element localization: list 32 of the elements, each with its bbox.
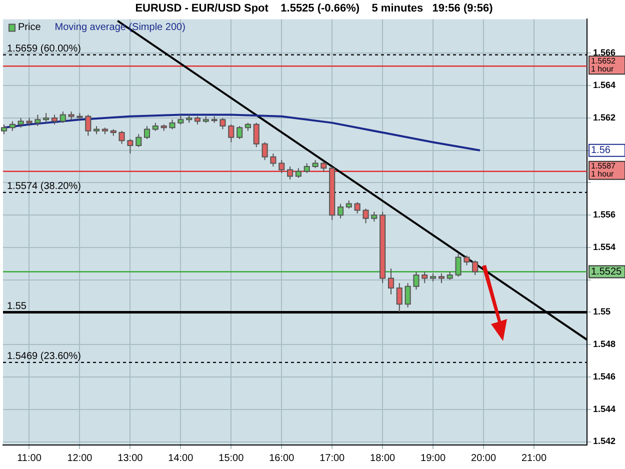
y-tick-label: 1.562 — [593, 112, 616, 122]
ref-line-label: 1.55 — [7, 300, 27, 312]
y-tick-label: 1.546 — [593, 371, 616, 382]
x-tick-label: 15:00 — [218, 452, 244, 464]
x-tick-label: 20:00 — [471, 452, 496, 464]
x-tick-label: 19:00 — [420, 452, 446, 464]
x-tick-label: 18:00 — [370, 452, 396, 464]
x-tick-label: 16:00 — [269, 452, 295, 464]
ref-line-label: 1.5652 1 hour — [591, 56, 616, 74]
x-tick-label: 12:00 — [67, 452, 93, 464]
y-tick-label: 1.542 — [593, 436, 616, 446]
x-tick-label: 14:00 — [168, 452, 194, 464]
ref-line-label: 1.5525 — [591, 266, 622, 278]
x-tick-label: 11:00 — [17, 452, 42, 464]
chart-title: EURUSD - EUR/USD Spot 1.5525 (-0.66%) 5 minutes 19:56 (9:56) — [135, 2, 494, 15]
text: Moving average (Simple 200) — [54, 22, 186, 33]
y-tick-label: 1.564 — [593, 80, 616, 90]
x-tick-label: 13:00 — [118, 452, 144, 464]
ref-line-label: 1.5587 1 hour — [591, 162, 616, 179]
x-tick-label: 17:00 — [320, 452, 346, 464]
y-tick-label: 1.55 — [593, 306, 611, 317]
text: 1.56 — [591, 145, 611, 156]
ref-line-label: 1.5469 (23.60%) — [7, 351, 81, 362]
x-tick-label: 21:00 — [521, 452, 547, 464]
ref-line-label: 1.5659 (60.00%) — [7, 44, 81, 55]
legend-label: Price — [18, 22, 42, 33]
y-tick-label: 1.556 — [593, 210, 616, 220]
y-tick-label: 1.544 — [593, 404, 616, 414]
y-tick-label: 1.566 — [593, 48, 616, 58]
y-tick-label: 1.548 — [593, 339, 616, 350]
y-tick-label: 1.554 — [593, 242, 616, 252]
ref-line-label: 1.5574 (38.20%) — [7, 181, 81, 192]
